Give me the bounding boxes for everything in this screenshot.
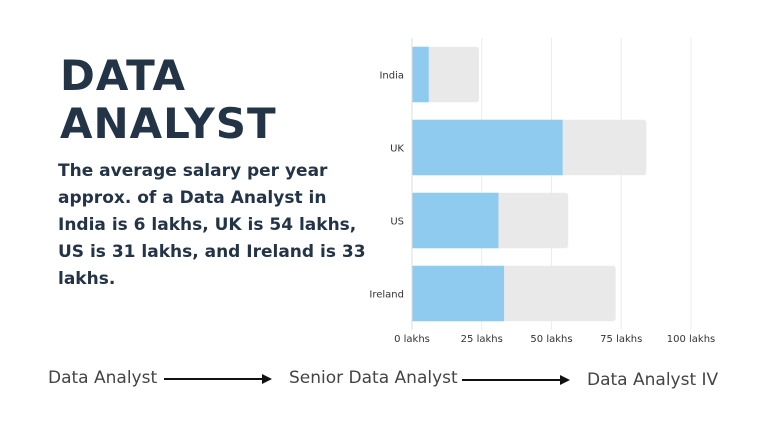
category-label: UK <box>390 144 404 155</box>
x-tick-label: 100 lakhs <box>667 334 716 345</box>
arrow-right-icon <box>462 375 570 385</box>
category-label: India <box>379 71 404 82</box>
career-step-senior-data-analyst: Senior Data Analyst <box>289 368 458 388</box>
x-tick-label: 50 lakhs <box>530 334 572 345</box>
career-step-data-analyst-iv: Data Analyst IV <box>587 370 719 390</box>
bar-salary <box>412 46 429 103</box>
career-step-data-analyst: Data Analyst <box>48 368 158 388</box>
arrow-right-icon <box>164 374 272 384</box>
bar-salary <box>412 119 563 176</box>
bar-salary <box>412 265 505 322</box>
x-tick-label: 0 lakhs <box>394 334 430 345</box>
title-line-2: ANALYST <box>60 99 277 148</box>
x-tick-label: 75 lakhs <box>600 334 642 345</box>
bar-salary <box>412 192 499 249</box>
page-title: DATA ANALYST <box>60 52 320 148</box>
salary-description: The average salary per year approx. of a… <box>58 161 366 289</box>
title-line-1: DATA <box>60 51 187 100</box>
category-label: US <box>390 217 404 228</box>
category-label: Ireland <box>369 290 404 301</box>
x-tick-label: 25 lakhs <box>461 334 503 345</box>
